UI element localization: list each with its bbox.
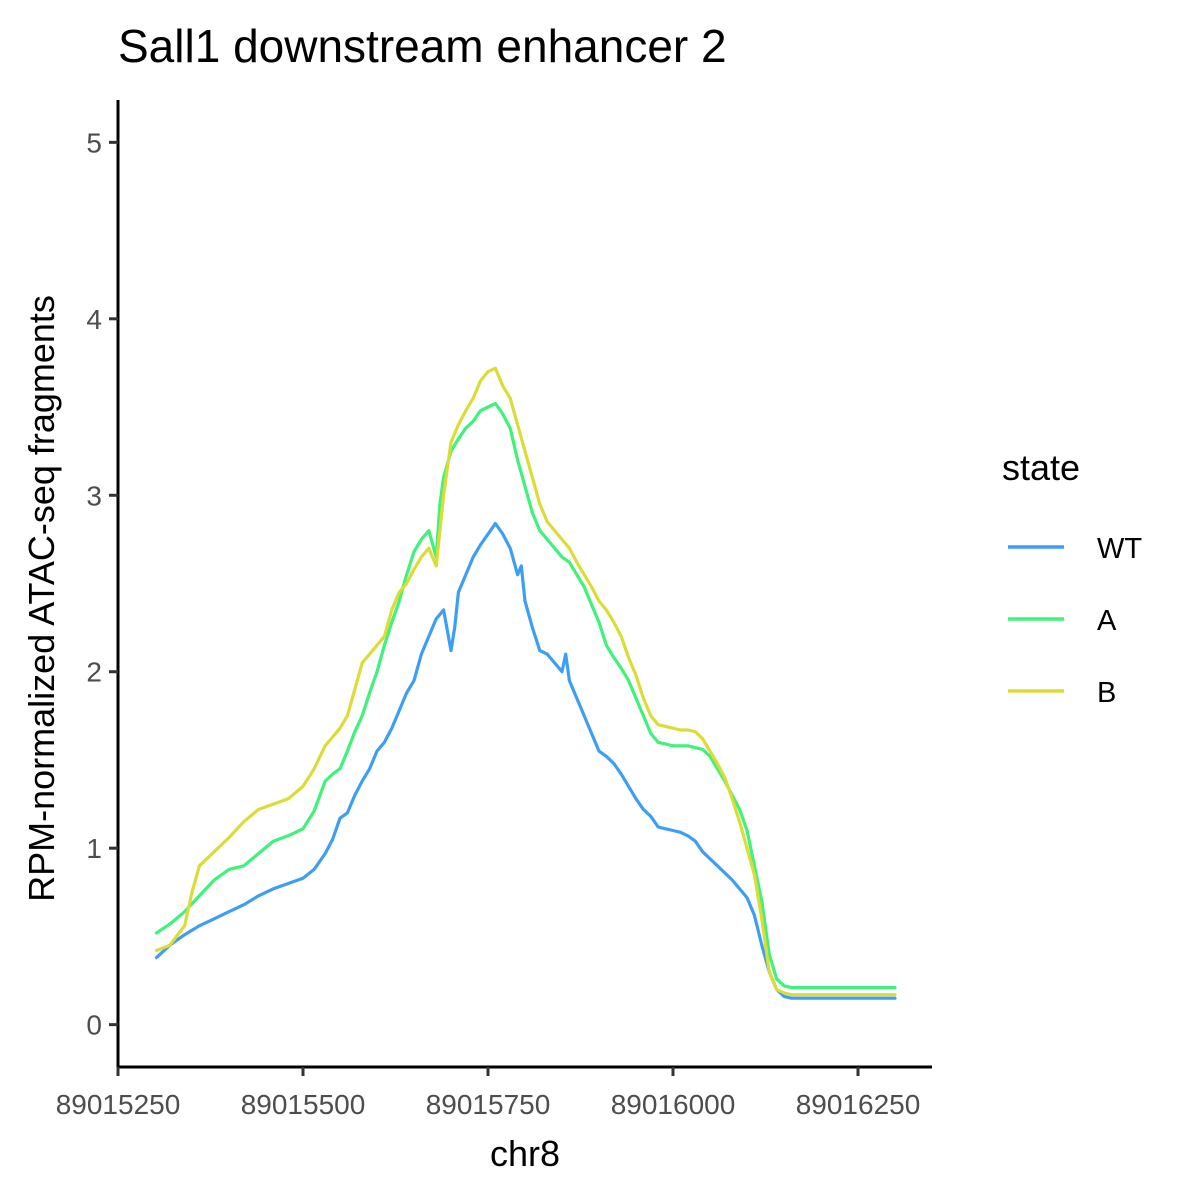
legend: state WT A B — [1002, 447, 1142, 709]
y-tick-label: 3 — [86, 480, 102, 511]
legend-items: WT A B — [1008, 533, 1142, 709]
y-tick-label: 5 — [86, 127, 102, 158]
y-tick-label: 0 — [86, 1010, 102, 1041]
x-tick-label: 89016250 — [796, 1089, 921, 1120]
y-tick-label: 2 — [86, 657, 102, 688]
x-tick-label: 89015500 — [241, 1089, 366, 1120]
x-axis-title: chr8 — [490, 1133, 560, 1174]
legend-label-a: A — [1097, 605, 1117, 637]
legend-label-b: B — [1097, 677, 1116, 709]
y-tick-label: 1 — [86, 833, 102, 864]
plot-lines — [154, 366, 897, 1000]
y-tick-label: 4 — [86, 304, 102, 335]
chart-title: Sall1 downstream enhancer 2 — [118, 20, 727, 72]
legend-title: state — [1002, 447, 1080, 488]
y-axis-title: RPM-normalized ATAC-seq fragments — [21, 295, 62, 902]
series-line-a — [154, 401, 897, 990]
x-tick-label: 89016000 — [611, 1089, 736, 1120]
series-line-wt — [154, 521, 897, 1000]
series-line-b — [154, 366, 897, 997]
y-axis-ticks: 0 1 2 3 4 5 — [86, 127, 118, 1041]
legend-label-wt: WT — [1097, 533, 1142, 565]
x-tick-label: 89015750 — [426, 1089, 551, 1120]
x-axis-ticks: 89015250 89015500 89015750 89016000 89016250 — [56, 1067, 921, 1120]
x-tick-label: 89015250 — [56, 1089, 181, 1120]
